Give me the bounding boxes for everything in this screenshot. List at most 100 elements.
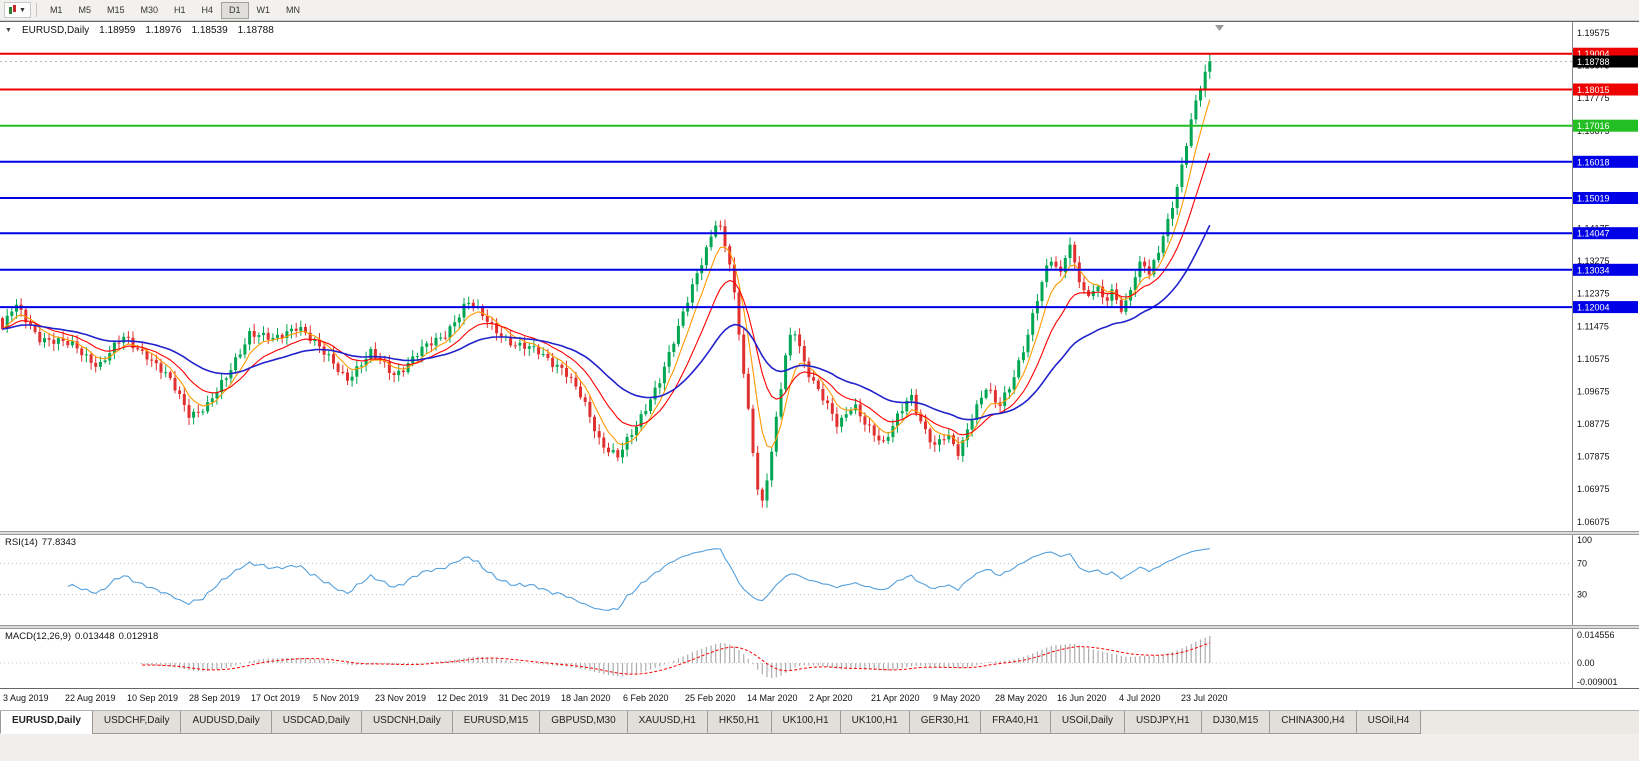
macd-histogram (141, 636, 1211, 679)
timeframe-button-MN[interactable]: MN (286, 4, 301, 15)
axis-price-tag: 1.17016 (1573, 119, 1638, 132)
svg-text:22 Aug 2019: 22 Aug 2019 (65, 693, 116, 703)
chart-tab-UK100-H1[interactable]: UK100,H1 (839, 711, 910, 734)
chart-tab-USOil-H4[interactable]: USOil,H4 (1355, 711, 1422, 734)
svg-text:16 Jun 2020: 16 Jun 2020 (1057, 693, 1107, 703)
ma-line-6 (2, 99, 1211, 449)
svg-text:28 Sep 2019: 28 Sep 2019 (189, 693, 240, 703)
chart-tab-CHINA300-H4[interactable]: CHINA300,H4 (1269, 711, 1357, 734)
bottom-filler-strip (0, 734, 1639, 761)
chart-tab-HK50-H1[interactable]: HK50,H1 (706, 711, 772, 734)
svg-text:1.06075: 1.06075 (1577, 517, 1610, 527)
svg-text:70: 70 (1577, 558, 1587, 568)
chart-tab-USDCHF-Daily[interactable]: USDCHF,Daily (91, 711, 182, 734)
svg-text:5 Nov 2019: 5 Nov 2019 (313, 693, 359, 703)
chart-tab-GBPUSD-M30[interactable]: GBPUSD,M30 (539, 711, 628, 734)
ohlc-high: 1.18976 (145, 25, 182, 36)
candlestick-chart-icon (9, 5, 17, 15)
axis-price-tag: 1.18015 (1573, 83, 1638, 96)
svg-text:1.08775: 1.08775 (1577, 419, 1610, 429)
candles-layer (1, 53, 1212, 508)
timeframe-button-M30[interactable]: M30 (140, 4, 158, 15)
date-axis[interactable]: 3 Aug 2019 22 Aug 2019 10 Sep 2019 28 Sep 2… (3, 693, 1228, 703)
ohlc-low: 1.18539 (191, 25, 228, 36)
svg-text:1.14047: 1.14047 (1577, 229, 1610, 239)
collapse-arrow-icon[interactable]: ▼ (5, 27, 12, 34)
timeframe-button-H1[interactable]: H1 (174, 4, 186, 15)
price-chart-canvas[interactable]: 1.195751.186751.177751.168751.159751.150… (0, 0, 1639, 710)
chart-tab-USOil-Daily[interactable]: USOil,Daily (1049, 711, 1125, 734)
rsi-indicator-label: RSI(14) 77.8343 (5, 537, 80, 548)
rsi-name: RSI(14) (5, 537, 38, 548)
panel-separator[interactable] (0, 531, 1639, 535)
svg-text:1.13275: 1.13275 (1577, 256, 1610, 266)
right-shift-marker-icon[interactable] (1215, 25, 1224, 31)
svg-text:1.16018: 1.16018 (1577, 157, 1610, 167)
axis-price-tag: 1.15019 (1573, 192, 1638, 204)
svg-text:1.18788: 1.18788 (1577, 57, 1610, 67)
svg-text:2 Apr 2020: 2 Apr 2020 (809, 693, 853, 703)
svg-text:1.09675: 1.09675 (1577, 386, 1610, 396)
rsi-value: 77.8343 (41, 537, 77, 548)
chart-tab-XAUUSD-H1[interactable]: XAUUSD,H1 (626, 711, 708, 734)
chart-type-dropdown-button[interactable]: ▼ (4, 2, 31, 18)
toolbar-divider (35, 3, 37, 17)
svg-text:1.17775: 1.17775 (1577, 93, 1610, 103)
svg-text:18 Jan 2020: 18 Jan 2020 (561, 693, 611, 703)
timeframe-button-D1[interactable]: D1 (221, 1, 249, 19)
timeframe-button-M5[interactable]: M5 (78, 4, 91, 15)
chart-tab-USDJPY-H1[interactable]: USDJPY,H1 (1123, 711, 1202, 734)
svg-text:1.18015: 1.18015 (1577, 85, 1610, 95)
svg-text:21 Apr 2020: 21 Apr 2020 (871, 693, 920, 703)
svg-text:25 Feb 2020: 25 Feb 2020 (685, 693, 736, 703)
timeframe-buttons-group: M1 M5 M15 M30 H1 H4 D1 W1 MN (42, 1, 308, 19)
chevron-down-icon: ▼ (19, 6, 26, 14)
timeframe-button-M15[interactable]: M15 (106, 4, 125, 15)
svg-text:23 Nov 2019: 23 Nov 2019 (375, 693, 426, 703)
macd-panel: 0.014556 0.00 -0.009001 (0, 630, 1618, 687)
svg-text:10 Sep 2019: 10 Sep 2019 (127, 693, 178, 703)
svg-text:1.19575: 1.19575 (1577, 28, 1610, 38)
svg-text:1.13034: 1.13034 (1577, 265, 1610, 275)
chart-tab-EURUSD-M15[interactable]: EURUSD,M15 (451, 711, 541, 734)
chart-tab-AUDUSD-Daily[interactable]: AUDUSD,Daily (180, 711, 272, 734)
panel-separator[interactable] (0, 625, 1639, 629)
chart-tab-FRA40-H1[interactable]: FRA40,H1 (980, 711, 1051, 734)
rsi-line (67, 548, 1210, 611)
macd-indicator-label: MACD(12,26,9) 0.013448 0.012918 (5, 631, 162, 642)
chart-tab-EURUSD-Daily[interactable]: EURUSD,Daily (0, 711, 93, 734)
timeframe-button-H4[interactable]: H4 (201, 4, 214, 15)
timeframe-button-M1[interactable]: M1 (49, 4, 63, 15)
chart-tab-GER30-H1[interactable]: GER30,H1 (908, 711, 982, 734)
svg-text:-0.009001: -0.009001 (1577, 677, 1618, 687)
svg-text:1.15019: 1.15019 (1577, 194, 1610, 204)
chart-tab-USDCNH-Daily[interactable]: USDCNH,Daily (360, 711, 453, 734)
chart-tab-DJ30-M15[interactable]: DJ30,M15 (1200, 711, 1271, 734)
ma-line-14 (2, 152, 1211, 436)
axis-price-tag: 1.16018 (1573, 155, 1638, 168)
chart-symbol-label: EURUSD,Daily (21, 25, 90, 36)
ma-line-35 (2, 224, 1211, 421)
svg-text:1.17016: 1.17016 (1577, 121, 1610, 131)
svg-text:1.12375: 1.12375 (1577, 289, 1610, 299)
svg-text:100: 100 (1577, 535, 1592, 545)
horizontal-level-lines[interactable] (0, 52, 1572, 309)
timeframe-toolbar: ▼ M1 M5 M15 M30 H1 H4 D1 W1 MN (0, 0, 1639, 21)
macd-signal-line (142, 642, 1210, 675)
chart-tab-UK100-H1[interactable]: UK100,H1 (770, 711, 841, 734)
svg-text:1.12004: 1.12004 (1577, 303, 1610, 313)
chart-ohlc-header: ▼ EURUSD,Daily 1.18959 1.18976 1.18539 1… (5, 25, 278, 36)
axis-price-tag: 1.14047 (1573, 227, 1638, 240)
svg-text:0.00: 0.00 (1577, 658, 1595, 668)
svg-text:6 Feb 2020: 6 Feb 2020 (623, 693, 669, 703)
chart-area: 1.195751.186751.177751.168751.159751.150… (0, 0, 1639, 710)
svg-text:14 Mar 2020: 14 Mar 2020 (747, 693, 798, 703)
macd-main-value: 0.013448 (75, 631, 115, 642)
svg-text:30: 30 (1577, 590, 1587, 600)
chart-tab-USDCAD-Daily[interactable]: USDCAD,Daily (270, 711, 362, 734)
timeframe-button-W1[interactable]: W1 (256, 4, 271, 15)
svg-text:1.19004: 1.19004 (1577, 49, 1610, 59)
svg-text:17 Oct 2019: 17 Oct 2019 (251, 693, 300, 703)
svg-text:1.10575: 1.10575 (1577, 354, 1610, 364)
